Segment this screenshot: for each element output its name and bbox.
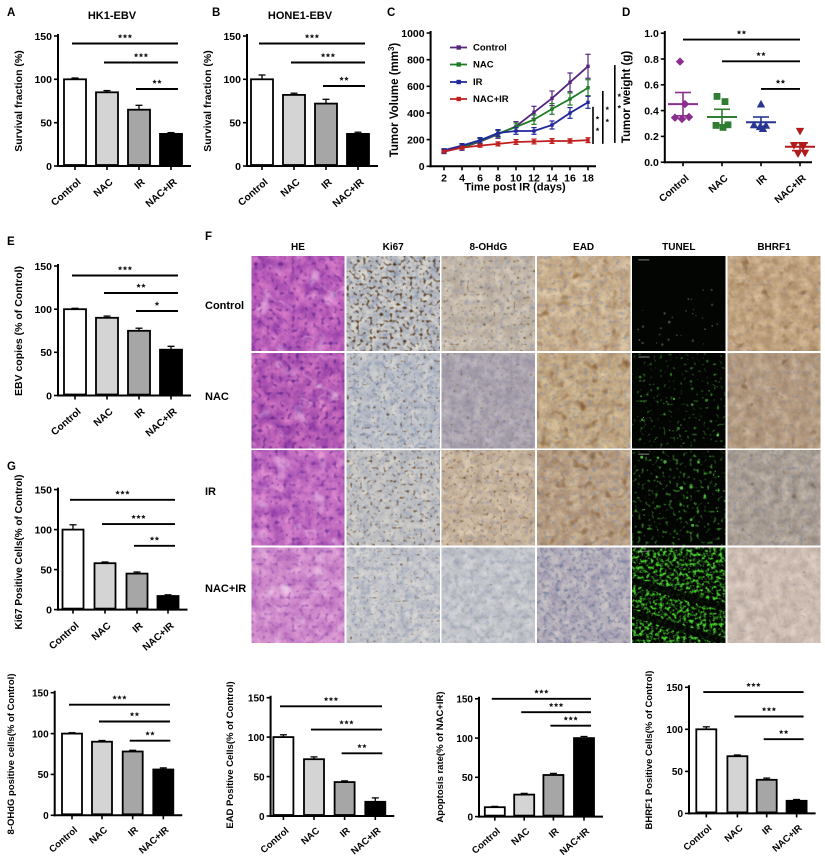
svg-text:100: 100: [34, 524, 52, 536]
svg-text:150: 150: [34, 484, 52, 496]
svg-text:50: 50: [253, 772, 265, 783]
svg-text:10: 10: [510, 172, 522, 184]
svg-text:Survival fraction (%): Survival fraction (%): [202, 50, 214, 152]
svg-text:200: 200: [407, 134, 425, 146]
svg-text:100: 100: [34, 74, 52, 86]
svg-text:IR: IR: [205, 486, 216, 498]
svg-text:TUNEL: TUNEL: [662, 242, 695, 253]
svg-text:150: 150: [34, 261, 52, 273]
svg-text:8-OHdG positive cells(% of Con: 8-OHdG positive cells(% of Control): [6, 674, 17, 835]
svg-text:0: 0: [677, 809, 683, 820]
svg-text:0: 0: [46, 390, 52, 402]
svg-text:50: 50: [40, 564, 52, 576]
svg-text:Time post IR (days): Time post IR (days): [464, 182, 566, 194]
svg-text:EAD Positive Cells(% of Contro: EAD Positive Cells(% of Control): [225, 681, 236, 828]
svg-text:100: 100: [456, 734, 473, 745]
svg-text:100: 100: [32, 729, 49, 740]
svg-text:150: 150: [32, 689, 49, 700]
svg-text:0: 0: [259, 812, 265, 823]
svg-text:C: C: [387, 7, 395, 19]
svg-text:0: 0: [419, 161, 425, 173]
svg-text:Control: Control: [205, 300, 244, 312]
svg-text:18: 18: [582, 172, 594, 184]
svg-text:50: 50: [462, 773, 474, 784]
svg-text:50: 50: [40, 118, 52, 130]
svg-text:400: 400: [407, 108, 425, 120]
svg-text:150: 150: [456, 695, 473, 706]
svg-text:D: D: [622, 7, 630, 19]
svg-text:4: 4: [459, 172, 465, 184]
svg-text:G: G: [7, 461, 16, 473]
svg-text:HK1-EBV: HK1-EBV: [88, 10, 137, 22]
svg-text:150: 150: [34, 31, 52, 43]
svg-text:50: 50: [229, 118, 241, 130]
svg-text:A: A: [7, 7, 15, 19]
svg-text:600: 600: [407, 81, 425, 93]
svg-text:EAD: EAD: [573, 242, 594, 253]
svg-text:BHRF1: BHRF1: [757, 242, 791, 253]
svg-text:0: 0: [235, 161, 241, 173]
svg-text:Control: Control: [473, 43, 507, 54]
svg-text:50: 50: [38, 770, 50, 781]
svg-text:F: F: [205, 231, 212, 243]
svg-text:Apoptosis rate(% of NAC+IR): Apoptosis rate(% of NAC+IR): [435, 691, 446, 822]
svg-text:100: 100: [223, 74, 241, 86]
svg-text:50: 50: [672, 767, 684, 778]
svg-text:E: E: [7, 236, 15, 248]
svg-text:0.2: 0.2: [644, 131, 659, 143]
svg-text:0: 0: [467, 812, 473, 823]
svg-text:1.0: 1.0: [644, 28, 659, 40]
svg-text:0: 0: [43, 811, 49, 822]
svg-text:NAC: NAC: [473, 60, 494, 71]
svg-text:14: 14: [546, 172, 558, 184]
svg-text:16: 16: [564, 172, 576, 184]
svg-text:100: 100: [666, 725, 683, 736]
svg-text:0.8: 0.8: [644, 54, 659, 66]
svg-text:150: 150: [666, 683, 683, 694]
svg-text:150: 150: [248, 694, 265, 705]
svg-text:8: 8: [495, 172, 501, 184]
svg-text:50: 50: [40, 347, 52, 359]
svg-text:0.6: 0.6: [644, 80, 659, 92]
svg-text:NAC+IR: NAC+IR: [473, 94, 509, 105]
svg-text:6: 6: [477, 172, 483, 184]
svg-text:0: 0: [46, 161, 52, 173]
svg-text:Survival fraction (%): Survival fraction (%): [13, 50, 25, 152]
svg-text:8-OHdG: 8-OHdG: [470, 242, 508, 253]
svg-text:BHRF1 Positive Cells(% of Cont: BHRF1 Positive Cells(% of Control): [644, 671, 655, 830]
svg-text:0: 0: [46, 604, 52, 616]
svg-text:HE: HE: [291, 242, 305, 253]
svg-text:150: 150: [223, 31, 241, 43]
svg-text:HONE1-EBV: HONE1-EBV: [268, 10, 333, 22]
svg-text:100: 100: [34, 304, 52, 316]
svg-text:IR: IR: [473, 77, 483, 88]
svg-text:12: 12: [528, 172, 540, 184]
svg-text:Ki67: Ki67: [383, 242, 405, 253]
svg-text:0.0: 0.0: [644, 157, 659, 169]
svg-text:100: 100: [248, 733, 265, 744]
svg-text:800: 800: [407, 55, 425, 67]
svg-text:Tumor weight (g): Tumor weight (g): [621, 51, 633, 144]
svg-text:1000: 1000: [401, 28, 425, 40]
svg-text:Ki67 Positive Cells(% of Contr: Ki67 Positive Cells(% of Control): [14, 474, 25, 629]
svg-text:Tumor Volume (mm3): Tumor Volume (mm3): [387, 43, 402, 158]
svg-text:B: B: [212, 7, 220, 19]
svg-text:2: 2: [441, 172, 447, 184]
svg-text:NAC: NAC: [205, 391, 229, 403]
svg-text:0.4: 0.4: [644, 105, 659, 117]
svg-text:NAC+IR: NAC+IR: [205, 583, 246, 595]
svg-text:EBV copies (% of Control): EBV copies (% of Control): [13, 266, 25, 396]
